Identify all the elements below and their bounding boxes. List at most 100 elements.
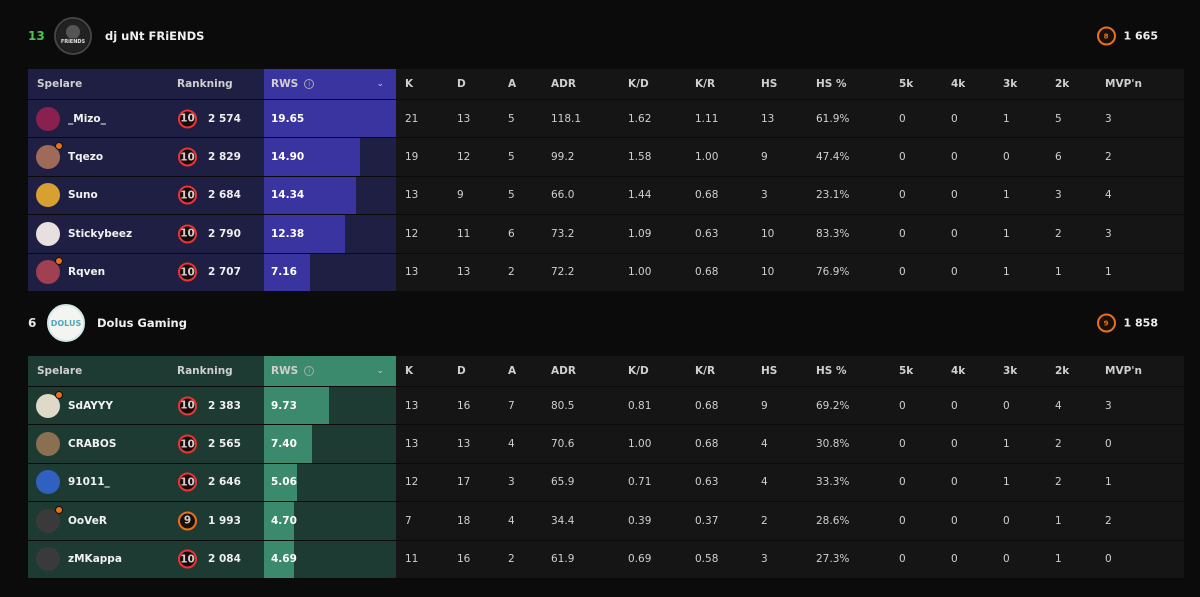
avatar[interactable] (36, 432, 60, 457)
column-adr[interactable]: ADR (551, 365, 576, 377)
rws-bar (264, 463, 297, 502)
column-k4[interactable]: 4k (951, 78, 966, 90)
avatar[interactable] (36, 183, 60, 208)
table-row[interactable]: Suno 10 2 684 14.34 13 9 5 66.0 1.44 0.68 3 23.1% 0 0… (28, 175, 1184, 215)
column-d[interactable]: D (457, 78, 466, 90)
chevron-down-icon[interactable]: ⌄ (376, 79, 384, 89)
stat-mvp: 4 (1105, 189, 1112, 202)
table-row[interactable]: zMKappa 10 2 084 4.69 11 16 2 61.9 0.69 0.58 3 27.3… (28, 539, 1184, 578)
stat-hsp: 61.9% (816, 112, 850, 125)
column-k[interactable]: K (405, 78, 414, 90)
avatar[interactable] (36, 221, 60, 246)
chevron-down-icon[interactable]: ⌄ (376, 366, 384, 376)
row-right-background (396, 253, 1184, 291)
column-hsp[interactable]: HS % (816, 365, 847, 377)
player-name[interactable]: zMKappa (68, 553, 122, 566)
column-kr[interactable]: K/R (695, 78, 716, 90)
column-player[interactable]: Spelare (37, 78, 83, 90)
row-right-background (396, 100, 1184, 138)
player-name[interactable]: 91011_ (68, 476, 110, 489)
column-a[interactable]: A (508, 78, 517, 90)
premium-badge-icon (55, 257, 63, 266)
player-name[interactable]: Tqezo (68, 151, 104, 164)
stat-hs: 3 (761, 189, 768, 202)
player-elo: 2 565 (208, 438, 241, 451)
column-k4[interactable]: 4k (951, 365, 966, 377)
column-adr[interactable]: ADR (551, 78, 576, 90)
column-hs[interactable]: HS (761, 365, 778, 377)
column-rank[interactable]: Rankning (177, 78, 233, 90)
stat-k3: 1 (1003, 476, 1010, 489)
stat-kd: 1.00 (628, 266, 652, 279)
avatar[interactable] (36, 470, 60, 495)
row-left-background (28, 387, 396, 425)
column-rank[interactable]: Rankning (177, 365, 233, 377)
team-name[interactable]: dj uNt FRiENDS (105, 29, 205, 43)
team-logo[interactable]: FRiENDS (54, 17, 92, 55)
team-logo[interactable]: DOLUS (47, 304, 85, 342)
info-icon[interactable]: i (304, 79, 315, 89)
column-a[interactable]: A (508, 365, 517, 377)
stat-k: 12 (405, 476, 419, 489)
player-name[interactable]: OoVeR (68, 514, 107, 527)
stat-hsp: 27.3% (816, 553, 850, 566)
player-name[interactable]: _Mizo_ (68, 112, 106, 125)
column-hs[interactable]: HS (761, 78, 778, 90)
table-row[interactable]: 91011_ 10 2 646 5.06 12 17 3 65.9 0.71 0.63 4 33.3%… (28, 462, 1184, 502)
column-mvp[interactable]: MVP'n (1105, 78, 1142, 90)
player-name[interactable]: Rqven (68, 266, 106, 279)
column-k2[interactable]: 2k (1055, 78, 1070, 90)
column-hsp[interactable]: HS % (816, 78, 847, 90)
player-name[interactable]: CRABOS (68, 438, 117, 451)
info-icon[interactable]: i (304, 366, 315, 376)
stat-kd: 1.62 (628, 112, 652, 125)
table-row[interactable]: SdAYYY 10 2 383 9.73 13 16 7 80.5 0.81 0.68 9 69.2%… (28, 386, 1184, 425)
avatar[interactable] (36, 505, 63, 533)
avatar[interactable] (36, 390, 63, 418)
table-row[interactable]: Rqven 10 2 707 7.16 13 13 2 72.2 1.00 0.68 10 76.9%… (28, 252, 1184, 291)
column-rws-sort[interactable]: RWS i ⌄ (264, 356, 396, 386)
column-k5[interactable]: 5k (899, 78, 914, 90)
player-name[interactable]: Suno (68, 189, 98, 202)
avatar[interactable] (36, 547, 60, 572)
column-d[interactable]: D (457, 365, 466, 377)
avatar[interactable] (36, 106, 60, 131)
column-player[interactable]: Spelare (37, 365, 83, 377)
row-right-background (396, 463, 1184, 502)
stat-mvp: 0 (1105, 438, 1112, 451)
stat-mvp: 3 (1105, 112, 1112, 125)
player-rws: 4.70 (271, 514, 297, 527)
stat-k3: 1 (1003, 438, 1010, 451)
stat-k3: 1 (1003, 112, 1010, 125)
stat-k5: 0 (899, 553, 906, 566)
player-elo: 2 383 (208, 399, 241, 412)
table-row[interactable]: OoVeR 9 1 993 4.70 7 18 4 34.4 0.39 0.37 2 28.6% 0 0 0… (28, 501, 1184, 540)
avatar[interactable] (36, 142, 63, 170)
column-k[interactable]: K (405, 365, 414, 377)
stat-kr: 0.37 (695, 514, 719, 527)
table-row[interactable]: CRABOS 10 2 565 7.40 13 13 4 70.6 1.00 0.68 4 30.8%… (28, 424, 1184, 463)
stat-kr: 0.68 (695, 266, 719, 279)
player-elo: 2 707 (208, 266, 241, 279)
column-k5[interactable]: 5k (899, 365, 914, 377)
table-row[interactable]: Tqezo 10 2 829 14.90 19 12 5 99.2 1.58 1.00 9 47.4%… (28, 137, 1184, 176)
column-kd[interactable]: K/D (628, 365, 649, 377)
team-name[interactable]: Dolus Gaming (97, 316, 187, 330)
avatar[interactable] (36, 257, 63, 285)
column-mvp[interactable]: MVP'n (1105, 365, 1142, 377)
column-k2[interactable]: 2k (1055, 365, 1070, 377)
table-row[interactable]: _Mizo_ 10 2 574 19.65 21 13 5 118.1 1.62 1.11 13 61… (28, 99, 1184, 138)
player-elo: 2 829 (208, 151, 241, 164)
stat-k4: 0 (951, 438, 958, 451)
player-name[interactable]: Stickybeez (68, 227, 133, 240)
skill-level-icon: 10 (178, 549, 197, 569)
player-name[interactable]: SdAYYY (68, 399, 114, 412)
column-k3[interactable]: 3k (1003, 365, 1018, 377)
column-k3[interactable]: 3k (1003, 78, 1018, 90)
stat-hsp: 76.9% (816, 266, 850, 279)
row-right-background (396, 502, 1184, 540)
column-kr[interactable]: K/R (695, 365, 716, 377)
column-kd[interactable]: K/D (628, 78, 649, 90)
table-row[interactable]: Stickybeez 10 2 790 12.38 12 11 6 73.2 1.09 0.63 1… (28, 214, 1184, 253)
column-rws-sort[interactable]: RWS i ⌄ (264, 69, 396, 99)
